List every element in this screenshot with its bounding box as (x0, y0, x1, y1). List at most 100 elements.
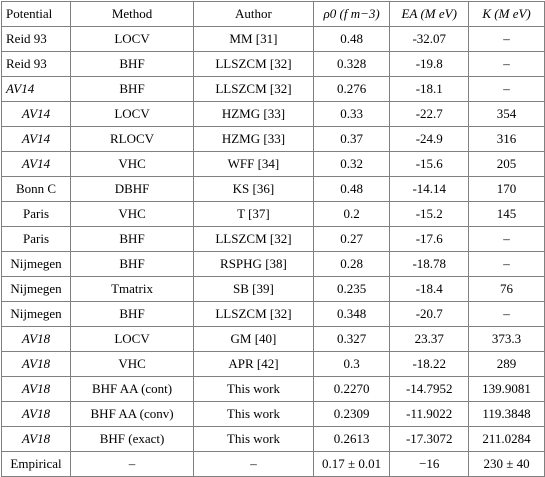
table-row: AV14 LOCV HZMG [33] 0.33 -22.7 354 (0, 101, 545, 127)
energy-cell: -24.9 (389, 126, 470, 152)
table-row: AV18 VHC APR [42] 0.3 -18.22 289 (0, 351, 545, 377)
table-row: AV14 RLOCV HZMG [33] 0.37 -24.9 316 (0, 126, 545, 152)
potential-cell: AV18 (0, 326, 72, 352)
author-cell: This work (193, 401, 314, 427)
compressibility-cell: – (468, 76, 545, 102)
potential-cell: Reid 93 (0, 26, 72, 52)
potential-cell: Paris (0, 201, 72, 227)
compressibility-cell: 316 (468, 126, 545, 152)
density-cell: 0.33 (312, 101, 391, 127)
energy-cell: -14.7952 (389, 376, 470, 402)
method-cell: BHF (exact) (70, 426, 194, 452)
potential-cell: Nijmegen (0, 276, 72, 302)
compressibility-cell: 145 (468, 201, 545, 227)
method-cell: LOCV (70, 326, 194, 352)
column-header: EA (M eV) (389, 1, 470, 27)
density-cell: 0.32 (312, 151, 391, 177)
compressibility-cell: 354 (468, 101, 545, 127)
column-header: K (M eV) (468, 1, 545, 27)
table-row: AV18 LOCV GM [40] 0.327 23.37 373.3 (0, 326, 545, 352)
density-cell: 0.348 (312, 301, 391, 327)
density-cell: 0.27 (312, 226, 391, 252)
potential-cell: AV18 (0, 351, 72, 377)
density-cell: 0.327 (312, 326, 391, 352)
compressibility-cell: – (468, 226, 545, 252)
density-cell: 0.3 (312, 351, 391, 377)
compressibility-cell: – (468, 26, 545, 52)
energy-cell: -18.22 (389, 351, 470, 377)
density-cell: 0.2270 (312, 376, 391, 402)
energy-cell: -18.1 (389, 76, 470, 102)
energy-cell: -18.4 (389, 276, 470, 302)
energy-cell: -14.14 (389, 176, 470, 202)
column-header: Author (193, 1, 314, 27)
potential-cell: AV18 (0, 401, 72, 427)
author-cell: LLSZCM [32] (193, 226, 314, 252)
method-cell: RLOCV (70, 126, 194, 152)
energy-cell: -11.9022 (389, 401, 470, 427)
table-row: Empirical – –0.17 ± 0.01 −16 230 ± 40 (0, 451, 545, 477)
potential-cell: AV14 (0, 126, 72, 152)
method-cell: BHF (70, 301, 194, 327)
potential-cell: Nijmegen (0, 251, 72, 277)
method-cell: VHC (70, 151, 194, 177)
potential-cell: AV14 (0, 101, 72, 127)
energy-cell: 23.37 (389, 326, 470, 352)
energy-cell: -15.2 (389, 201, 470, 227)
author-cell: APR [42] (193, 351, 314, 377)
author-cell: KS [36] (193, 176, 314, 202)
method-cell: BHF AA (cont) (70, 376, 194, 402)
author-cell: – (193, 451, 314, 477)
author-cell: MM [31] (193, 26, 314, 52)
method-cell: LOCV (70, 26, 194, 52)
author-cell: LLSZCM [32] (193, 76, 314, 102)
compressibility-cell: 205 (468, 151, 545, 177)
energy-cell: -15.6 (389, 151, 470, 177)
method-cell: VHC (70, 201, 194, 227)
compressibility-cell: 373.3 (468, 326, 545, 352)
energy-cell: -32.07 (389, 26, 470, 52)
method-cell: BHF (70, 251, 194, 277)
energy-cell: -18.78 (389, 251, 470, 277)
compressibility-cell: 76 (468, 276, 545, 302)
density-cell: 0.328 (312, 51, 391, 77)
potential-cell: Nijmegen (0, 301, 72, 327)
table-row: Reid 93 LOCV MM [31] 0.48 -32.07– (0, 26, 545, 52)
author-cell: RSPHG [38] (193, 251, 314, 277)
compressibility-cell: 230 ± 40 (468, 451, 545, 477)
author-cell: HZMG [33] (193, 101, 314, 127)
table-row: Paris VHC T [37] 0.2 -15.2 145 (0, 201, 545, 227)
density-cell: 0.2 (312, 201, 391, 227)
column-header: ρ0 (f m−3) (312, 1, 391, 27)
column-header: Potential (0, 1, 72, 27)
table-row: Bonn C DBHF KS [36] 0.48 -14.14 170 (0, 176, 545, 202)
potential-cell: AV14 (0, 76, 72, 102)
energy-cell: −16 (389, 451, 470, 477)
density-cell: 0.276 (312, 76, 391, 102)
author-cell: LLSZCM [32] (193, 51, 314, 77)
column-header: Method (70, 1, 194, 27)
compressibility-cell: 139.9081 (468, 376, 545, 402)
table-row: AV14 BHF LLSZCM [32] 0.276 -18.1– (0, 76, 545, 102)
method-cell: BHF (70, 51, 194, 77)
method-cell: – (70, 451, 194, 477)
author-cell: WFF [34] (193, 151, 314, 177)
author-cell: This work (193, 376, 314, 402)
potential-cell: Reid 93 (0, 51, 72, 77)
energy-cell: -19.8 (389, 51, 470, 77)
compressibility-cell: 170 (468, 176, 545, 202)
table-row: Nijmegen BHF LLSZCM [32] 0.348 -20.7– (0, 301, 545, 327)
potential-cell: AV18 (0, 376, 72, 402)
potential-cell: AV18 (0, 426, 72, 452)
density-cell: 0.48 (312, 26, 391, 52)
method-cell: BHF (70, 76, 194, 102)
author-cell: SB [39] (193, 276, 314, 302)
author-cell: T [37] (193, 201, 314, 227)
energy-cell: -17.6 (389, 226, 470, 252)
density-cell: 0.2309 (312, 401, 391, 427)
author-cell: LLSZCM [32] (193, 301, 314, 327)
density-cell: 0.235 (312, 276, 391, 302)
potential-cell: AV14 (0, 151, 72, 177)
table-row: Paris BHF LLSZCM [32] 0.27 -17.6– (0, 226, 545, 252)
